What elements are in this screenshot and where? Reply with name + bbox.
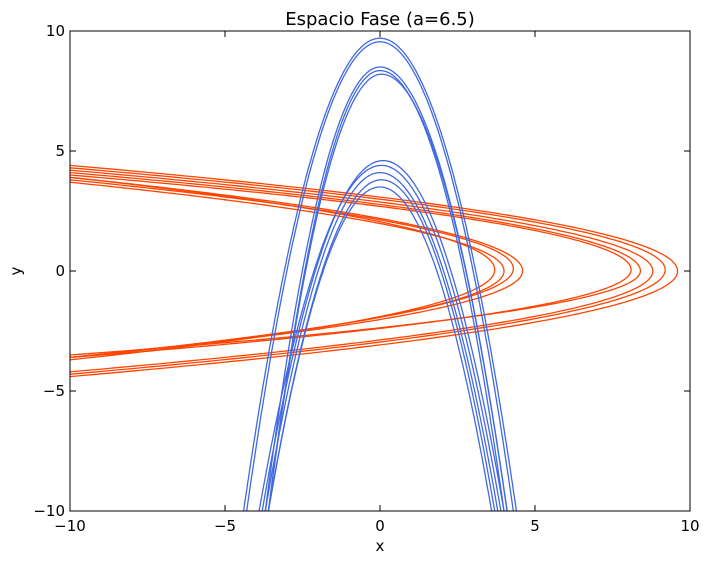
blue-trajectory-line <box>246 41 514 511</box>
y-tick-label: 10 <box>46 22 65 40</box>
x-tick-label: 10 <box>680 517 699 535</box>
y-tick-label: 5 <box>55 142 65 160</box>
blue-trajectory-line <box>261 159 505 511</box>
blue-trajectory-line <box>264 171 499 511</box>
x-tick-label: 5 <box>530 517 540 535</box>
orange-trajectory-line <box>70 174 632 359</box>
orange-trajectory-line <box>70 176 496 361</box>
x-axis-label: x <box>376 537 385 555</box>
orange-trajectory-line <box>70 169 654 373</box>
x-tick-label: −5 <box>214 517 236 535</box>
x-tick-label: 0 <box>375 517 385 535</box>
plot-frame <box>69 30 691 512</box>
plot-curves <box>70 37 679 511</box>
chart-title: Espacio Fase (a=6.5) <box>285 9 475 30</box>
orange-trajectory-line <box>70 171 642 356</box>
blue-trajectory-line <box>242 37 518 511</box>
axis-ticks: −10 −5 0 5 10 −10 −5 0 5 10 <box>33 22 699 535</box>
blue-trajectory-line <box>267 73 508 511</box>
y-tick-label: −5 <box>43 382 65 400</box>
orange-trajectory-line <box>70 164 679 378</box>
blue-trajectory-line <box>267 186 493 511</box>
x-tick-label: −10 <box>54 517 86 535</box>
y-tick-label: −10 <box>33 502 65 520</box>
orange-trajectory-line <box>70 167 666 375</box>
y-tick-label: 0 <box>55 262 65 280</box>
blue-trajectory-line <box>258 164 502 511</box>
blue-trajectory-line <box>267 69 505 511</box>
y-axis-label: y <box>7 266 25 275</box>
orange-trajectory-line <box>70 176 524 359</box>
